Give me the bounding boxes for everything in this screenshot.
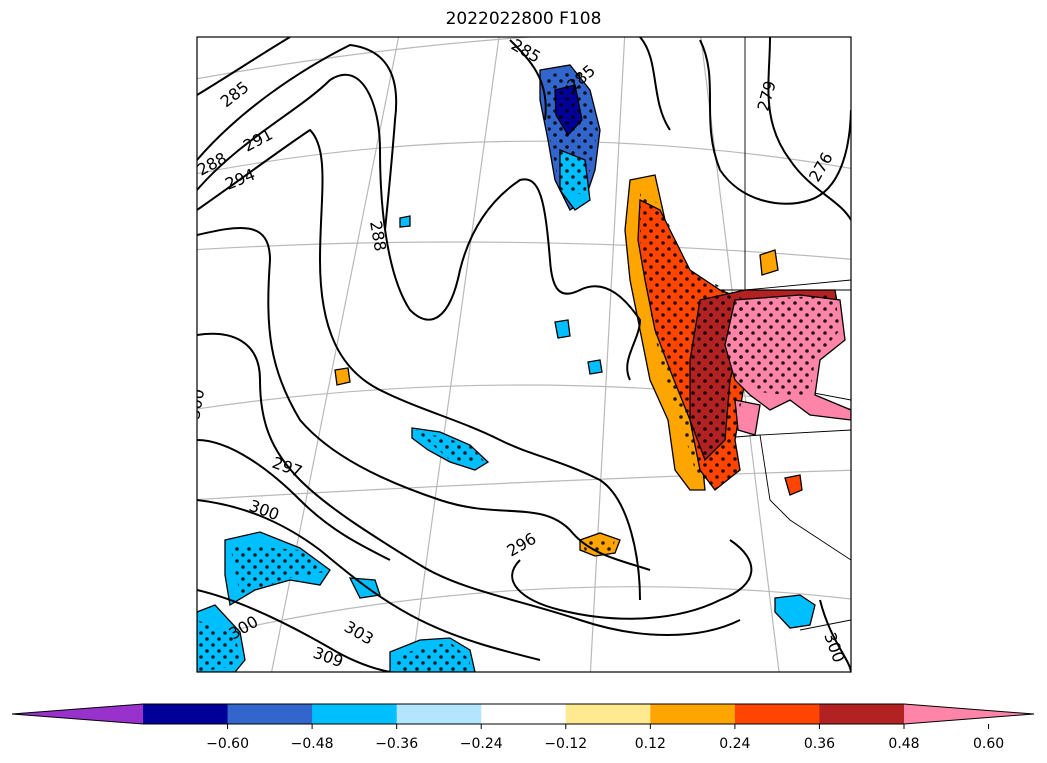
colorbar-box: [819, 704, 905, 724]
colorbar-extend-high: [904, 704, 1034, 724]
colorbar-box: [481, 704, 567, 724]
colorbar-box: [227, 704, 313, 724]
colorbar-box: [396, 704, 482, 724]
colorbar-tick-label: 0.24: [719, 736, 750, 752]
colorbar-tick-label: −0.36: [375, 736, 418, 752]
colorbar-box: [312, 704, 398, 724]
contours: [197, 37, 851, 672]
stippling: [197, 70, 840, 672]
colorbar-box: [734, 704, 820, 724]
colorbar-tick-label: 0.36: [804, 736, 835, 752]
map-frame: [196, 36, 852, 673]
colorbar-tick-label: 0.48: [888, 736, 919, 752]
colorbar-tick-label: −0.48: [291, 736, 334, 752]
contour-label: 300: [184, 387, 208, 420]
colorbar-tick-label: 0.60: [973, 736, 1004, 752]
colorbar-extend-low: [12, 704, 143, 724]
colorbar-box: [565, 704, 651, 724]
colorbar-outline: [11, 703, 1035, 725]
colorbar-tick-label: −0.24: [460, 736, 503, 752]
colorbar-tick-label: −0.60: [206, 736, 249, 752]
colorbar-box: [650, 704, 736, 724]
map-title: 2022022800 F108: [445, 9, 602, 29]
colorbar-box: [143, 704, 229, 724]
colorbar-tick-label: 0.12: [635, 736, 666, 752]
colorbar-tick-label: −0.12: [544, 736, 587, 752]
